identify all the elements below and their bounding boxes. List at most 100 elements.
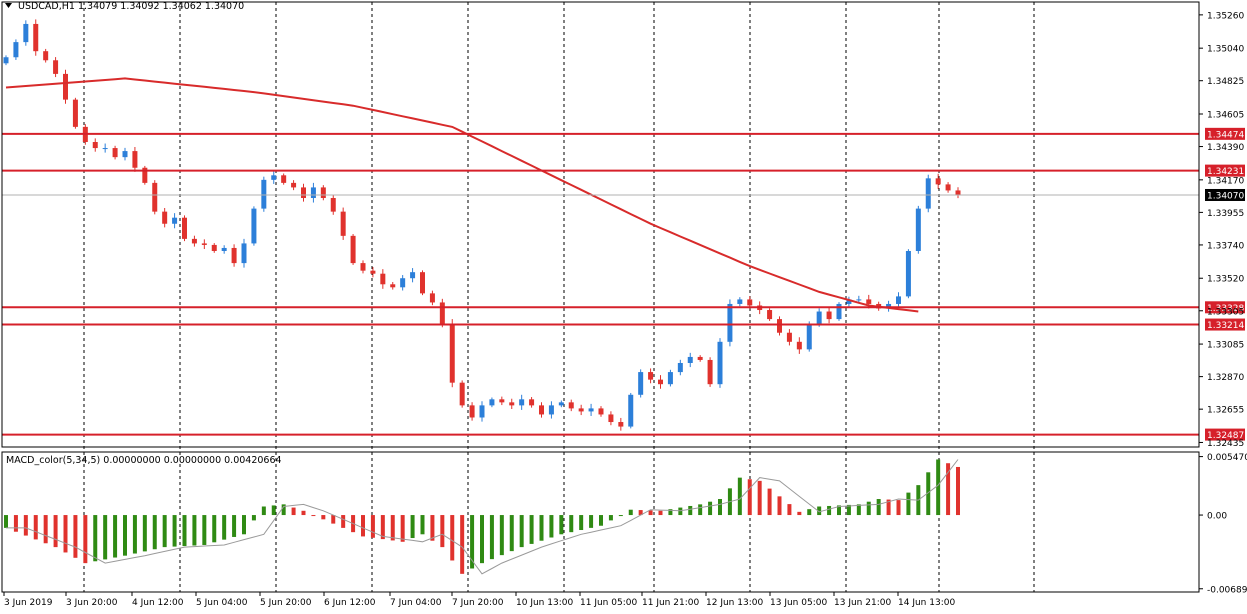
macd-tick-label: -0.006898 bbox=[1207, 585, 1247, 595]
candle-body bbox=[806, 323, 812, 350]
moving-average-line bbox=[5, 77, 919, 313]
level-price-label: 1.33214 bbox=[1207, 321, 1244, 331]
level-price-tag bbox=[1205, 164, 1245, 177]
macd-bar bbox=[658, 510, 663, 516]
chevron-down-icon[interactable] bbox=[5, 3, 12, 8]
macd-bar bbox=[886, 499, 891, 516]
candle-body bbox=[915, 208, 921, 251]
level-price-label: 1.34474 bbox=[1207, 130, 1244, 140]
candle-body bbox=[519, 399, 525, 406]
macd-bar bbox=[301, 510, 306, 516]
current-price-label: 1.34070 bbox=[1207, 191, 1244, 201]
time-axis-label: 11 Jun 05:00 bbox=[580, 598, 637, 608]
price-tick-label: 1.33955 bbox=[1207, 209, 1244, 219]
price-pane-frame bbox=[1, 1, 1200, 448]
level-price-label: 1.34231 bbox=[1207, 167, 1244, 177]
time-axis-label: 5 Jun 20:00 bbox=[260, 598, 312, 608]
candle-body bbox=[935, 178, 941, 185]
macd-bar bbox=[698, 504, 703, 516]
candle-body bbox=[677, 362, 683, 373]
macd-bar bbox=[192, 515, 197, 546]
candle-body bbox=[767, 310, 773, 320]
macd-bar bbox=[172, 515, 177, 547]
candle-body bbox=[826, 311, 832, 320]
candle-body bbox=[201, 243, 207, 245]
macd-bar bbox=[618, 515, 623, 517]
candle-body bbox=[439, 302, 445, 324]
macd-bar bbox=[212, 515, 217, 543]
macd-bar bbox=[529, 515, 534, 544]
macd-bar bbox=[242, 515, 246, 535]
candle-body bbox=[578, 408, 584, 412]
macd-bar bbox=[4, 515, 8, 528]
macd-bar bbox=[906, 492, 911, 516]
time-axis-label: 7 Jun 04:00 bbox=[390, 598, 442, 608]
macd-bar bbox=[440, 515, 445, 548]
macd-bar bbox=[63, 515, 68, 553]
candle-body bbox=[548, 405, 554, 415]
macd-bar bbox=[708, 501, 713, 516]
macd-bar bbox=[331, 515, 336, 524]
macd-bar bbox=[559, 515, 564, 535]
candle-body bbox=[529, 399, 535, 406]
macd-bar bbox=[430, 515, 435, 541]
candle-body bbox=[231, 247, 237, 264]
candle-body bbox=[400, 278, 406, 288]
candle-body bbox=[648, 372, 654, 380]
price-tick-label: 1.33520 bbox=[1207, 275, 1244, 285]
macd-bar bbox=[827, 505, 832, 516]
candle-body bbox=[211, 244, 217, 251]
candle-body bbox=[588, 408, 594, 412]
macd-tick-label: 0.0054701 bbox=[1207, 453, 1247, 463]
time-axis-label: 3 Jun 2019 bbox=[4, 598, 53, 608]
main-price-pane bbox=[2, 19, 1199, 436]
symbol-title: USDCAD,H1 1.34079 1.34092 1.34062 1.3407… bbox=[18, 1, 244, 12]
macd-bar bbox=[420, 515, 425, 535]
macd-bar bbox=[499, 515, 504, 556]
macd-bar bbox=[866, 501, 871, 516]
macd-bar bbox=[648, 510, 653, 516]
macd-bar bbox=[608, 515, 613, 521]
macd-bar bbox=[480, 515, 484, 564]
candle-body bbox=[221, 247, 227, 251]
time-axis-label: 5 Jun 04:00 bbox=[196, 598, 248, 608]
macd-bar bbox=[261, 506, 266, 516]
grid-lines bbox=[83, 2, 1035, 592]
candle-body bbox=[866, 299, 872, 304]
macd-bar bbox=[93, 515, 98, 562]
macd-bar bbox=[678, 507, 683, 516]
macd-bar bbox=[370, 515, 375, 538]
macd-bar bbox=[846, 504, 851, 516]
candle-body bbox=[846, 299, 852, 304]
candle-body bbox=[420, 272, 425, 294]
current-price-tag bbox=[1205, 188, 1245, 201]
macd-bar bbox=[142, 515, 147, 552]
price-tick-label: 1.32435 bbox=[1207, 439, 1244, 449]
macd-bar bbox=[837, 505, 841, 516]
macd-bar bbox=[460, 515, 465, 574]
macd-bar bbox=[53, 515, 58, 548]
macd-bar bbox=[341, 515, 346, 528]
macd-bar bbox=[400, 515, 405, 542]
candle-body bbox=[360, 263, 366, 271]
macd-bar bbox=[718, 499, 722, 516]
macd-bar bbox=[321, 515, 326, 520]
candle-body bbox=[429, 293, 435, 303]
macd-bar bbox=[747, 479, 752, 516]
macd-bar bbox=[13, 515, 18, 532]
macd-bar bbox=[281, 504, 286, 516]
time-axis-label: 12 Jun 13:00 bbox=[706, 598, 763, 608]
macd-bar bbox=[450, 515, 455, 561]
time-axis-label: 11 Jun 21:00 bbox=[642, 598, 699, 608]
candle-body bbox=[390, 284, 396, 288]
candle-body bbox=[658, 379, 663, 385]
candle-body bbox=[777, 319, 782, 333]
macd-bar bbox=[509, 515, 514, 552]
macd-bar bbox=[956, 466, 960, 516]
candle-body bbox=[697, 356, 703, 360]
level-price-tag bbox=[1205, 428, 1245, 441]
macd-bar bbox=[936, 459, 941, 516]
price-tick-label: 1.34170 bbox=[1207, 176, 1244, 186]
candle-body bbox=[13, 42, 19, 58]
candle-body bbox=[509, 402, 515, 406]
